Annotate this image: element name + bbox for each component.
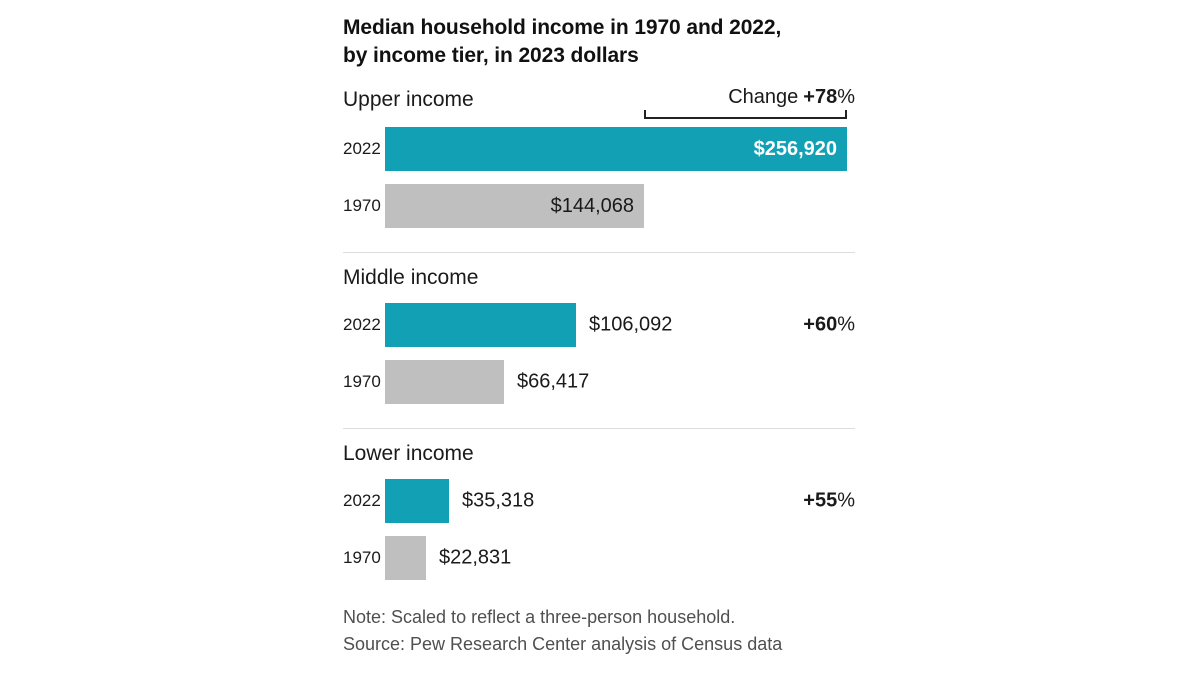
year-label: 1970 xyxy=(343,372,381,391)
percent-sign-middle: % xyxy=(837,313,855,336)
bar-middle-1970: $66,417 xyxy=(385,360,589,404)
change-annotation-upper: Change +78% xyxy=(728,86,855,109)
bar-value-label: $144,068 xyxy=(550,194,634,217)
bar-value-label: $106,092 xyxy=(589,313,673,336)
bar-value-label: $22,831 xyxy=(439,546,512,569)
bar-row-lower-1970: 1970 $22,831 xyxy=(343,536,855,580)
bar-lower-2022: $35,318 xyxy=(385,479,534,523)
chart-footer: Note: Scaled to reflect a three-person h… xyxy=(343,604,855,658)
bar-value-label: $66,417 xyxy=(517,370,590,393)
section-divider xyxy=(343,252,855,253)
group-upper-header: Upper income Change +78% xyxy=(343,86,855,127)
change-bracket xyxy=(644,110,847,119)
group-label-middle: Middle income xyxy=(343,266,479,289)
group-lower-header: Lower income xyxy=(343,442,855,466)
bar-row-upper-2022: 2022 $256,920 xyxy=(343,127,855,171)
bar-lower-1970: $22,831 xyxy=(385,536,511,580)
group-label-upper: Upper income xyxy=(343,88,474,111)
change-value-middle: +60 xyxy=(803,313,838,336)
year-label: 2022 xyxy=(343,315,381,334)
bar-row-lower-2022: 2022 $35,318 +55% xyxy=(343,479,855,523)
change-word: Change xyxy=(728,86,799,108)
change-value-lower: +55 xyxy=(803,489,838,512)
chart-title: Median household income in 1970 and 2022… xyxy=(343,14,855,70)
group-upper-income: Upper income Change +78% 2022 $256,920 19… xyxy=(343,86,855,228)
group-middle-income: Middle income 2022 $106,092 +60% 1970 $6… xyxy=(343,266,855,404)
year-label: 2022 xyxy=(343,491,381,510)
bar-middle-2022: $106,092 xyxy=(385,303,672,347)
source-text: Source: Pew Research Center analysis of … xyxy=(343,634,783,654)
income-bar-chart: Median household income in 1970 and 2022… xyxy=(343,14,855,658)
change-annotation-middle: +60% xyxy=(803,314,855,337)
bar-row-middle-1970: 1970 $66,417 xyxy=(343,360,855,404)
bar-upper-2022: $256,920 xyxy=(385,127,847,171)
bar-upper-1970: $144,068 xyxy=(385,184,644,228)
group-lower-income: Lower income 2022 $35,318 +55% 1970 $22,… xyxy=(343,442,855,580)
change-value-upper: +78 xyxy=(803,86,838,108)
section-divider xyxy=(343,428,855,429)
year-label: 2022 xyxy=(343,139,381,158)
note-text: Note: Scaled to reflect a three-person h… xyxy=(343,607,736,627)
year-label: 1970 xyxy=(343,196,381,215)
bar-value-label: $35,318 xyxy=(462,489,535,512)
bar-value-label: $256,920 xyxy=(753,137,837,160)
bar-row-middle-2022: 2022 $106,092 +60% xyxy=(343,303,855,347)
bar-row-upper-1970: 1970 $144,068 xyxy=(343,184,855,228)
percent-sign-upper: % xyxy=(837,86,855,108)
percent-sign-lower: % xyxy=(837,489,855,512)
chart-title-line1: Median household income in 1970 and 2022… xyxy=(343,16,782,39)
group-label-lower: Lower income xyxy=(343,442,474,465)
group-middle-header: Middle income xyxy=(343,266,855,290)
chart-title-line2: by income tier, in 2023 dollars xyxy=(343,44,639,67)
year-label: 1970 xyxy=(343,548,381,567)
change-annotation-lower: +55% xyxy=(803,490,855,513)
